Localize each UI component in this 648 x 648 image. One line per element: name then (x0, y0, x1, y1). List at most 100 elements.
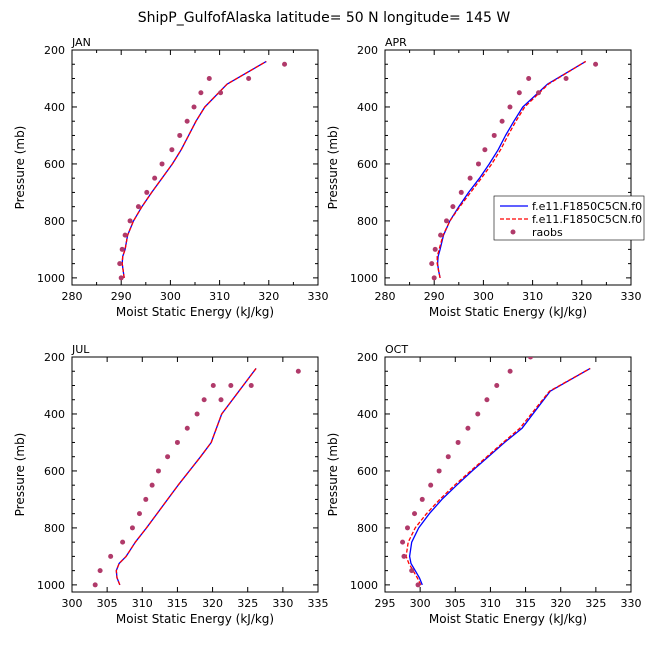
raobs-point (136, 511, 142, 517)
x-tick-label: 330 (308, 290, 329, 303)
raobs-point (282, 61, 288, 67)
panel-jul: JUL 300 305 310 315 320 325 330 335 200 400 600 800 1… (13, 343, 329, 626)
y-tick-label: 800 (357, 522, 378, 535)
model-line-solid (408, 367, 591, 586)
y-tick-label: 1000 (37, 579, 65, 592)
panel-label: APR (385, 36, 407, 49)
x-tick-label: 320 (202, 597, 223, 610)
plot-frame (71, 49, 319, 286)
y-tick-label: 400 (44, 101, 65, 114)
raobs-point (409, 568, 415, 574)
raobs-point (218, 90, 224, 96)
raobs-point (419, 496, 425, 502)
raobs-point (491, 132, 497, 138)
raobs-point (494, 382, 500, 388)
raobs-point (206, 75, 212, 81)
y-tick-label: 400 (357, 408, 378, 421)
raobs-point (400, 539, 406, 545)
x-tick-label: 330 (272, 597, 293, 610)
raobs-point (295, 368, 301, 374)
figure-title: ShipP_GulfofAlaska latitude= 50 N longit… (138, 10, 511, 26)
x-tick-label: 320 (550, 597, 571, 610)
y-tick-label: 400 (44, 408, 65, 421)
y-tick-label: 800 (357, 215, 378, 228)
raobs-point (445, 454, 451, 460)
y-axis-label: Pressure (mb) (326, 126, 340, 210)
model-line-solid (115, 368, 257, 586)
raobs-point (143, 496, 149, 502)
panels: JAN 280 290 300 310 320 330 200 400 600 800 1000 Moi… (13, 36, 642, 626)
x-tick-label: 300 (62, 597, 83, 610)
raobs-point (431, 275, 437, 281)
plot-area (400, 357, 591, 588)
raobs-point (450, 204, 456, 210)
raobs-point (499, 118, 505, 124)
raobs-point (432, 246, 438, 252)
legend: f.e11.F1850C5CN.f0f.e11.F1850C5CN.f0raob… (493, 195, 645, 241)
legend-label: f.e11.F1850C5CN.f0 (532, 200, 642, 213)
y-tick-label: 600 (44, 158, 65, 171)
x-tick-label: 315 (515, 597, 536, 610)
raobs-point (194, 411, 200, 417)
raobs-point (563, 75, 569, 81)
y-tick-label: 400 (357, 101, 378, 114)
raobs-point (482, 147, 488, 153)
raobs-point (218, 397, 224, 403)
raobs-point (527, 357, 533, 360)
raobs-point (118, 275, 124, 281)
panel-oct: OCT 295 300 305 310 315 320 325 330 200 400 600 800 1… (326, 343, 642, 626)
raobs-point (177, 132, 183, 138)
raobs-point (438, 232, 444, 238)
raobs-point (536, 90, 542, 96)
raobs-point (455, 439, 461, 445)
x-axis-label: Moist Static Energy (kJ/kg) (429, 612, 587, 626)
raobs-point (248, 382, 254, 388)
raobs-point (122, 232, 128, 238)
y-tick-label: 200 (44, 351, 65, 364)
raobs-point (404, 525, 410, 531)
raobs-point (117, 261, 123, 267)
y-axis-label: Pressure (mb) (326, 433, 340, 517)
raobs-point (467, 175, 473, 181)
raobs-point (526, 75, 532, 81)
raobs-point (415, 582, 421, 588)
raobs-point (458, 189, 464, 195)
x-tick-label: 310 (480, 597, 501, 610)
y-tick-label: 600 (357, 158, 378, 171)
raobs-point (169, 147, 175, 153)
y-tick-label: 200 (44, 44, 65, 57)
raobs-point (152, 175, 158, 181)
raobs-point (210, 382, 216, 388)
y-tick-label: 200 (357, 44, 378, 57)
y-tick-label: 200 (357, 351, 378, 364)
raobs-point (412, 511, 418, 517)
raobs-point (92, 582, 98, 588)
model-line-solid (436, 60, 587, 279)
plot-area (92, 368, 301, 588)
raobs-point (516, 90, 522, 96)
model-line-dashed (121, 60, 267, 278)
raobs-point (228, 382, 234, 388)
x-tick-label: 310 (132, 597, 153, 610)
x-tick-label: 310 (209, 290, 230, 303)
raobs-point (108, 553, 114, 559)
x-tick-label: 280 (375, 290, 396, 303)
raobs-point (184, 118, 190, 124)
y-axis-label: Pressure (mb) (13, 126, 27, 210)
x-tick-label: 300 (410, 597, 431, 610)
raobs-point (119, 246, 125, 252)
raobs-point (401, 553, 407, 559)
plot-frame (384, 356, 632, 593)
x-tick-label: 300 (473, 290, 494, 303)
raobs-point (184, 425, 190, 431)
panel-label: JAN (71, 36, 91, 49)
raobs-point (429, 261, 435, 267)
y-tick-label: 1000 (37, 272, 65, 285)
raobs-point (507, 368, 513, 374)
x-tick-label: 305 (97, 597, 118, 610)
legend-label: f.e11.F1850C5CN.f0 (532, 213, 642, 226)
raobs-point (428, 482, 434, 488)
raobs-point (127, 218, 133, 224)
x-tick-label: 335 (308, 597, 329, 610)
raobs-point (135, 204, 141, 210)
